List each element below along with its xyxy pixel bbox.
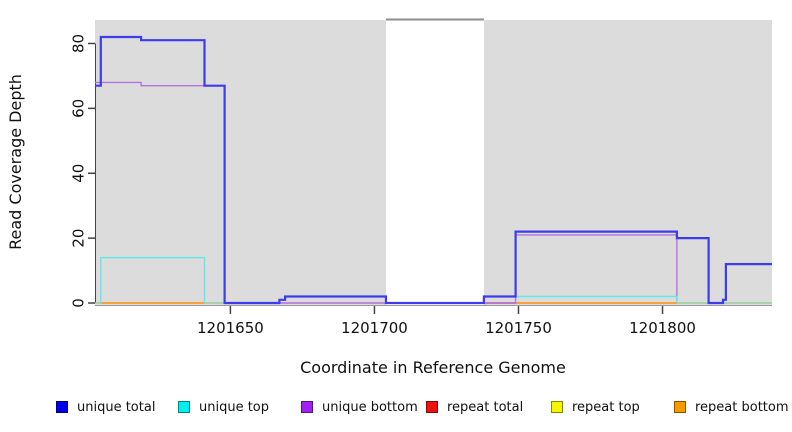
unique-top-swatch-icon [178,401,190,413]
y-axis-title: Read Coverage Depth [6,74,25,250]
legend: unique total unique top unique bottom re… [0,397,792,421]
legend-item-repeat-bottom: repeat bottom [674,397,789,417]
legend-item-unique-bottom: unique bottom [301,397,418,417]
x-tick-label: 1201750 [485,319,552,337]
legend-label: repeat top [572,399,640,415]
axes: 0 20 40 60 80 1201650 1201700 1201750 1201800 [70,34,772,337]
unique-total-swatch-icon [56,401,68,413]
legend-label: unique top [199,399,270,415]
series-lines [95,35,772,305]
x-tick-label: 1201700 [341,319,408,337]
masked-region-rect [385,20,484,305]
y-tick-label: 40 [70,164,88,183]
legend-item-unique-top: unique top [178,397,269,417]
x-tick-label: 1201650 [197,319,264,337]
legend-label: unique bottom [322,399,418,415]
y-tick-label: 0 [70,298,88,308]
legend-label: unique total [77,399,156,415]
legend-item-repeat-top: repeat top [551,397,640,417]
legend-item-repeat-total: repeat total [426,397,523,417]
series-line-unique-total [95,35,772,305]
y-tick-label: 60 [70,99,88,118]
legend-label: repeat bottom [695,399,789,415]
legend-item-unique-total: unique total [56,397,155,417]
repeat-total-swatch-icon [426,401,438,413]
series-line-unique-top [100,256,206,303]
masked-region [385,18,484,305]
x-axis-title: Coordinate in Reference Genome [300,358,566,377]
unique-bottom-swatch-icon [301,401,313,413]
y-tick-label: 20 [70,229,88,248]
repeat-bottom-swatch-icon [674,401,686,413]
legend-label: repeat total [447,399,524,415]
repeat-top-swatch-icon [551,401,563,413]
x-tick-label: 1201800 [629,319,696,337]
y-tick-label: 80 [70,34,88,53]
series-line-unique-top [483,295,678,303]
